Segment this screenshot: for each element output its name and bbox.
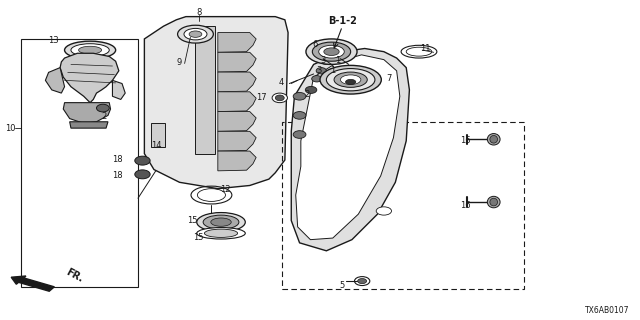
Ellipse shape [79,46,102,54]
Ellipse shape [293,92,306,100]
Polygon shape [218,52,256,72]
Text: 18: 18 [111,155,122,164]
Ellipse shape [487,133,500,145]
Ellipse shape [196,212,245,232]
Ellipse shape [184,28,207,40]
Text: 9: 9 [177,58,182,67]
Ellipse shape [490,135,497,143]
Text: 7: 7 [387,74,392,83]
Ellipse shape [211,218,231,226]
Polygon shape [45,68,65,93]
Text: 11: 11 [420,44,431,53]
Bar [21,39,138,287]
Ellipse shape [324,48,339,55]
Text: 16: 16 [460,136,471,145]
Text: 16: 16 [460,201,471,210]
Polygon shape [218,92,256,112]
Polygon shape [296,55,400,240]
Text: FR.: FR. [65,267,85,284]
Text: 15: 15 [187,216,198,225]
Text: 5: 5 [340,281,345,290]
Ellipse shape [346,79,356,84]
Ellipse shape [340,75,361,84]
Polygon shape [218,33,256,52]
Ellipse shape [203,215,239,229]
Text: 2: 2 [305,90,310,99]
Text: 1: 1 [330,66,335,75]
FancyArrow shape [12,276,54,291]
Bar [282,122,524,289]
Ellipse shape [312,42,351,61]
Ellipse shape [306,39,357,64]
Ellipse shape [321,58,332,64]
Ellipse shape [305,86,317,93]
Text: 17: 17 [256,93,267,102]
Ellipse shape [196,228,245,239]
Polygon shape [60,53,119,103]
Ellipse shape [487,196,500,208]
Ellipse shape [358,278,367,284]
Text: 8: 8 [196,8,202,17]
Text: 1: 1 [335,56,340,65]
Polygon shape [218,131,256,151]
Ellipse shape [490,198,497,206]
Polygon shape [70,122,108,128]
Text: 18: 18 [111,171,122,180]
Polygon shape [218,151,256,171]
Ellipse shape [275,95,284,101]
Ellipse shape [326,68,375,91]
Text: 14: 14 [150,141,161,150]
Polygon shape [63,103,111,123]
Text: B-1-2: B-1-2 [328,16,356,27]
Ellipse shape [177,25,213,43]
Text: 12: 12 [220,185,231,194]
Ellipse shape [135,170,150,179]
Ellipse shape [65,41,116,59]
Ellipse shape [319,45,344,58]
Ellipse shape [204,229,237,237]
Ellipse shape [376,207,392,215]
Text: 2: 2 [102,112,107,121]
Text: 4: 4 [279,78,284,87]
Ellipse shape [320,65,381,94]
Ellipse shape [293,112,306,119]
Polygon shape [218,72,256,92]
Text: 13: 13 [48,36,58,45]
Text: 6: 6 [312,40,317,49]
Text: 3: 3 [321,56,326,65]
Polygon shape [195,26,214,154]
Ellipse shape [334,72,367,87]
Text: TX6AB0107: TX6AB0107 [585,306,630,315]
Ellipse shape [316,68,326,74]
Ellipse shape [312,76,322,82]
Polygon shape [218,112,256,131]
Ellipse shape [135,156,150,165]
Bar [151,123,165,147]
Ellipse shape [71,44,109,56]
Ellipse shape [97,104,109,112]
Text: 10: 10 [5,124,15,132]
Polygon shape [113,80,125,100]
Ellipse shape [293,131,306,138]
Text: 15: 15 [193,233,204,242]
Ellipse shape [272,93,287,103]
Polygon shape [145,17,288,189]
Polygon shape [291,49,410,251]
Text: 3: 3 [316,66,321,75]
Ellipse shape [189,31,202,37]
